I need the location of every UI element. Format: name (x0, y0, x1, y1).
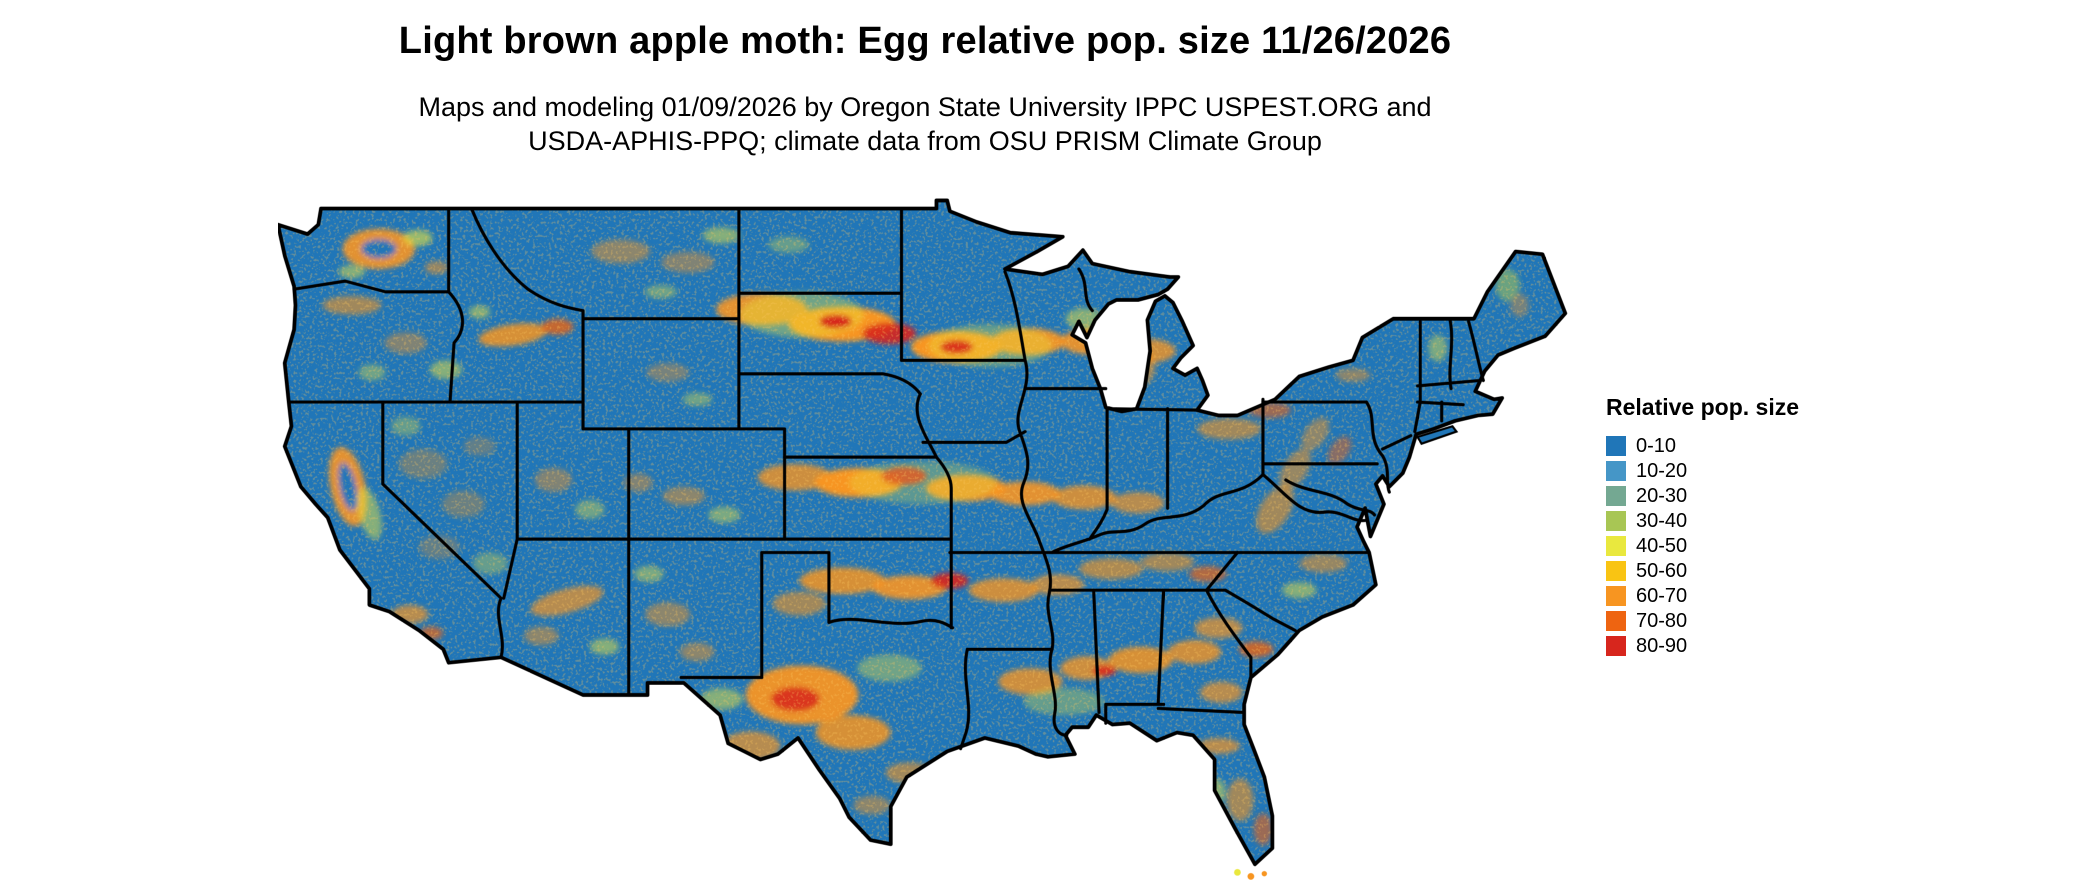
page-subtitle: Maps and modeling 01/09/2026 by Oregon S… (418, 92, 1432, 156)
legend-label: 30-40 (1636, 509, 1688, 532)
legend-row: 30-40 (1606, 508, 1799, 533)
legend-swatch (1606, 585, 1626, 606)
legend-label: 0-10 (1636, 434, 1677, 457)
legend-swatch (1606, 560, 1626, 581)
legend-label: 50-60 (1636, 559, 1688, 582)
legend-label: 10-20 (1636, 459, 1688, 482)
long-island (1415, 424, 1459, 445)
florida-keys-dot (1261, 871, 1267, 877)
us-map (278, 170, 1568, 884)
legend-row: 80-90 (1606, 633, 1799, 658)
legend-row: 40-50 (1606, 533, 1799, 558)
legend-swatch (1606, 460, 1626, 481)
legend-swatch (1606, 510, 1626, 531)
legend-label: 70-80 (1636, 609, 1688, 632)
legend-label: 20-30 (1636, 484, 1688, 507)
legend-swatch (1606, 435, 1626, 456)
legend-title: Relative pop. size (1606, 394, 1800, 420)
florida-keys-dot (1234, 868, 1241, 876)
header: Light brown apple moth: Egg relative pop… (0, 20, 1850, 159)
state-borders (287, 206, 1485, 751)
legend-row: 20-30 (1606, 483, 1799, 508)
legend-swatch (1606, 635, 1626, 656)
legend-swatch (1606, 610, 1626, 631)
legend-row: 70-80 (1606, 608, 1799, 633)
legend-swatch (1606, 535, 1626, 556)
legend-row: 10-20 (1606, 458, 1799, 483)
page-title: Light brown apple moth: Egg relative pop… (398, 20, 1452, 62)
legend: Relative pop. size 0-10 10-20 20-30 30-4… (1606, 394, 1799, 658)
legend-label: 60-70 (1636, 584, 1688, 607)
legend-label: 40-50 (1636, 534, 1688, 557)
legend-row: 0-10 (1606, 433, 1799, 458)
legend-row: 60-70 (1606, 583, 1799, 608)
legend-row: 50-60 (1606, 558, 1799, 583)
florida-keys-dot (1247, 873, 1255, 880)
legend-swatch (1606, 485, 1626, 506)
us-map-svg (278, 198, 1568, 880)
legend-label: 80-90 (1636, 634, 1688, 657)
